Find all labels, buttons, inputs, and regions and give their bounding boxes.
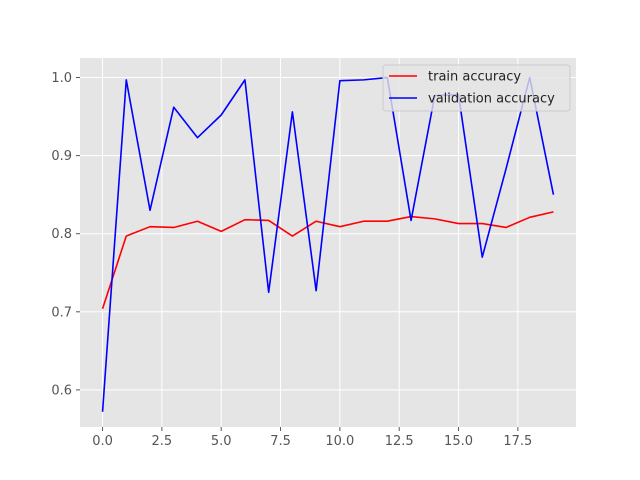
y-tick-label: 0.8 — [51, 227, 72, 242]
x-tick-label: 12.5 — [385, 434, 414, 449]
y-axis-ticks: 0.6 0.7 0.8 0.9 1.0 — [51, 71, 80, 398]
x-tick-label: 17.5 — [503, 434, 532, 449]
y-tick-label: 1.0 — [51, 71, 72, 86]
x-tick-label: 2.5 — [152, 434, 173, 449]
y-tick-label: 0.6 — [51, 383, 72, 398]
x-tick-label: 0.0 — [92, 434, 113, 449]
x-tick-label: 10.0 — [325, 434, 354, 449]
y-tick-label: 0.9 — [51, 149, 72, 164]
plot-area — [80, 58, 576, 427]
x-tick-label: 15.0 — [444, 434, 473, 449]
x-tick-label: 7.5 — [270, 434, 291, 449]
validation-accuracy-line — [101, 76, 555, 412]
series-layer — [101, 76, 555, 412]
legend-box — [382, 64, 571, 112]
legend: train accuracy validation accuracy — [382, 64, 571, 112]
x-tick-label: 5.0 — [211, 434, 232, 449]
legend-label-validation-accuracy: validation accuracy — [428, 92, 555, 107]
y-tick-label: 0.7 — [51, 305, 72, 320]
train-accuracy-line — [101, 211, 554, 309]
legend-label-train-accuracy: train accuracy — [428, 70, 521, 85]
x-axis-ticks: 0.0 2.5 5.0 7.5 10.0 12.5 15.0 17.5 — [92, 427, 532, 449]
